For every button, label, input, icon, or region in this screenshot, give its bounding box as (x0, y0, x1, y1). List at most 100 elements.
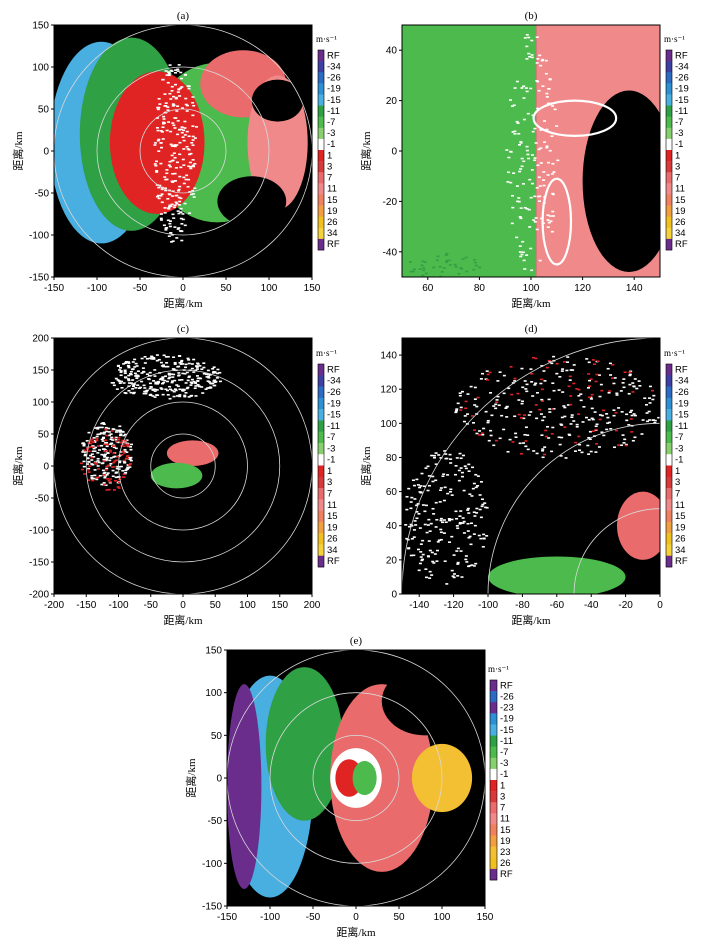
colorbar-swatch (318, 476, 324, 489)
colorbar-swatch (666, 488, 672, 500)
colorbar-swatch (318, 454, 324, 466)
colorbar-label: 19 (327, 206, 338, 217)
echo-free-ne (381, 667, 468, 736)
colorbar-label: 7 (327, 489, 332, 500)
region-inbound (150, 462, 203, 489)
colorbar-swatch (490, 702, 497, 714)
colorbar-label: -19 (327, 398, 341, 409)
colorbar-label: 34 (675, 228, 686, 239)
colorbar-swatch (490, 680, 497, 692)
colorbar-swatch (490, 780, 497, 792)
colorbar-label: 7 (327, 173, 332, 184)
y-axis-label: 距离/km (359, 446, 373, 486)
colorbar-swatch (318, 375, 324, 387)
x-tick-label: -50 (133, 283, 148, 294)
colorbar-label: 15 (500, 825, 511, 836)
x-tick-label: 150 (477, 912, 494, 923)
colorbar-label: -26 (327, 73, 341, 84)
colorbar-swatch (666, 454, 672, 466)
region-inbound (488, 556, 626, 594)
y-tick-label: 140 (380, 351, 397, 362)
y-tick-label: 150 (32, 21, 49, 32)
x-axis-label: 距离/km (163, 296, 203, 310)
colorbar-swatch (666, 150, 672, 162)
colorbar-label: -7 (327, 432, 335, 443)
x-axis-label: 距离/km (511, 613, 551, 627)
colorbar-label: -11 (675, 421, 688, 432)
x-tick-label: -140 (409, 600, 429, 611)
colorbar-label: 11 (327, 500, 337, 511)
y-tick-label: 80 (386, 453, 398, 464)
colorbar-label: 7 (675, 173, 680, 184)
x-tick-label: 50 (393, 912, 405, 923)
colorbar: m·s⁻¹RF-34-26-19-15-11-7-3-1137111519263… (316, 34, 341, 251)
y-tick-label: 100 (32, 63, 49, 74)
colorbar-swatch (666, 116, 672, 129)
colorbar-label: -1 (327, 455, 335, 466)
colorbar-swatch (666, 216, 672, 229)
colorbar-label: -11 (327, 421, 340, 432)
x-tick-label: -120 (444, 600, 464, 611)
y-tick-label: -100 (202, 859, 222, 870)
colorbar-label: 26 (327, 217, 338, 228)
colorbar-swatch (666, 375, 672, 387)
colorbar-label: 3 (327, 477, 332, 488)
colorbar-swatch (318, 194, 324, 206)
colorbar-swatch (318, 138, 324, 151)
colorbar-label: 11 (327, 184, 337, 195)
colorbar-swatch (318, 364, 324, 376)
colorbar-label: -26 (500, 691, 514, 702)
colorbar: m·s⁻¹RF-34-26-19-15-11-7-3-1137111519263… (664, 34, 689, 251)
colorbar-label: -26 (327, 387, 341, 398)
colorbar-label: 34 (327, 545, 338, 556)
colorbar-swatch (318, 510, 324, 523)
colorbar-label: -23 (500, 703, 514, 714)
colorbar-swatch (490, 791, 497, 803)
y-tick-label: 100 (32, 398, 49, 409)
colorbar-swatch (490, 813, 497, 825)
colorbar-unit: m·s⁻¹ (664, 348, 685, 358)
colorbar-label: RF (675, 239, 688, 250)
colorbar-label: 11 (675, 184, 685, 195)
colorbar-label: RF (675, 50, 688, 61)
panel-c: -200 -150 -100 -50 0 50 100 150 200 200 150 100 50 0 -… (11, 323, 341, 627)
x-tick-label: -40 (584, 600, 599, 611)
colorbar: m·s⁻¹RF-34-26-19-15-11-7-3-1137111519263… (664, 348, 689, 568)
colorbar-label: 26 (675, 217, 686, 228)
y-tick-label: 20 (386, 96, 398, 107)
x-tick-label: 100 (434, 912, 451, 923)
colorbar-swatch (318, 72, 324, 84)
colorbar: m·s⁻¹RF-34-26-19-15-11-7-3-1137111519263… (316, 348, 341, 568)
colorbar-label: 1 (675, 150, 680, 161)
colorbar: m·s⁻¹RF-26-23-19-15-11-7-3-1137111519232… (488, 664, 514, 881)
colorbar-label: 26 (327, 534, 338, 545)
colorbar-label: 1 (327, 466, 332, 477)
colorbar-label: RF (500, 869, 513, 880)
region-inbound (402, 25, 537, 277)
colorbar-label: 1 (675, 466, 680, 477)
colorbar-swatch (666, 105, 672, 117)
velocity-field (402, 25, 660, 277)
colorbar-swatch (666, 194, 672, 206)
colorbar-label: 7 (500, 803, 505, 814)
x-tick-label: 50 (220, 283, 232, 294)
panel-label: (b) (525, 10, 538, 22)
colorbar-label: 1 (327, 150, 332, 161)
y-tick-label: 150 (32, 366, 49, 377)
y-tick-label: -100 (29, 526, 49, 537)
colorbar-swatch (318, 488, 324, 500)
y-tick-label: 0 (391, 590, 397, 601)
colorbar-label: -11 (675, 106, 688, 117)
colorbar-swatch (490, 857, 497, 870)
y-tick-label: 50 (211, 731, 223, 742)
colorbar-swatch (666, 397, 672, 410)
colorbar-label: 11 (500, 814, 510, 825)
colorbar-swatch (318, 409, 324, 421)
colorbar-label: RF (327, 364, 340, 375)
colorbar-swatch (666, 94, 672, 106)
y-tick-label: 0 (43, 147, 49, 158)
velocity-field (227, 650, 485, 906)
colorbar-swatch (318, 161, 324, 173)
y-tick-label: 150 (205, 646, 222, 657)
colorbar-swatch (490, 757, 497, 770)
